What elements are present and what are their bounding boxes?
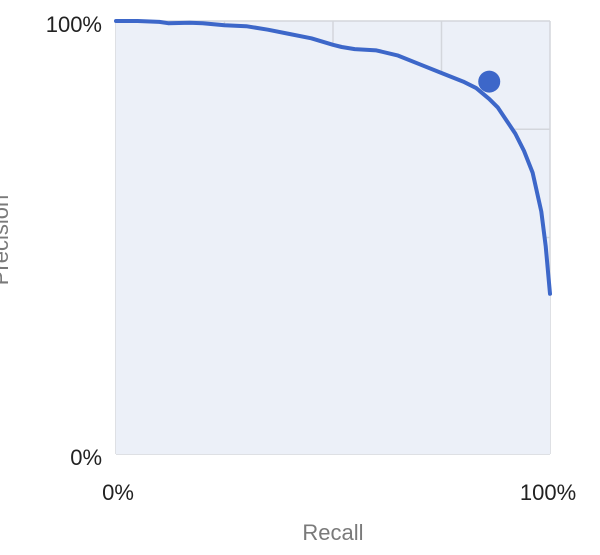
y-axis-title: Precision [0,195,13,285]
curve-area-fill [116,21,550,454]
x-tick-label-min: 0% [102,480,134,505]
x-tick-label-max: 100% [520,480,576,505]
precision-recall-curve [114,19,552,296]
y-tick-label-min: 0% [70,445,102,470]
y-tick-label-max: 100% [46,12,102,37]
x-axis-title: Recall [302,520,363,545]
threshold-point-marker[interactable] [478,70,501,93]
